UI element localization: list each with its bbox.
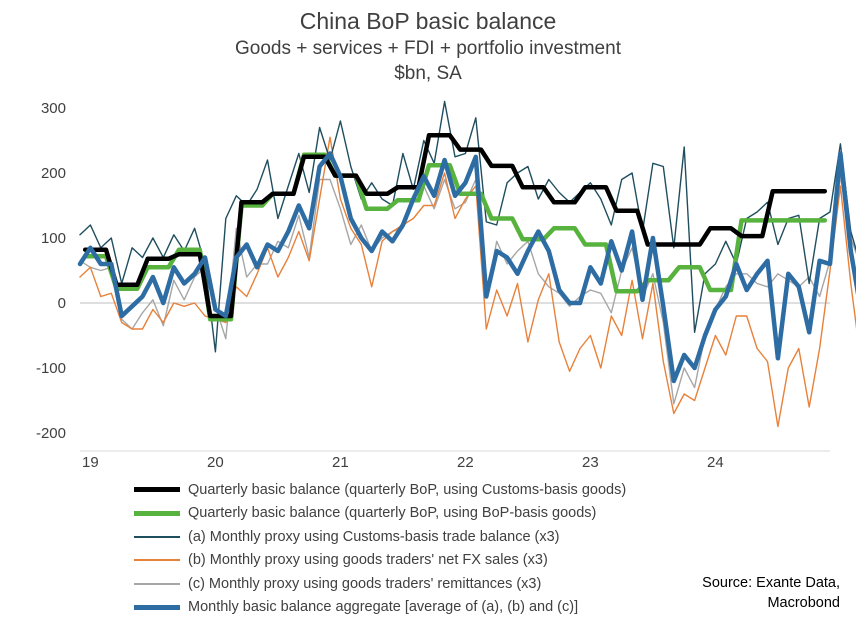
legend-label: (b) Monthly proxy using goods traders' n… bbox=[188, 552, 548, 568]
legend-item: Quarterly basic balance (quarterly BoP, … bbox=[134, 478, 626, 502]
legend-swatch bbox=[134, 536, 180, 538]
y-tick-label: 0 bbox=[58, 295, 66, 312]
legend-swatch bbox=[134, 487, 180, 492]
legend-item: (a) Monthly proxy using Customs-basis tr… bbox=[134, 525, 626, 549]
legend-label: (a) Monthly proxy using Customs-basis tr… bbox=[188, 529, 560, 545]
series-line bbox=[85, 155, 825, 319]
y-axis: 300 200 100 0 -100 -200 bbox=[36, 100, 66, 442]
source-line: Source: Exante Data, bbox=[702, 573, 840, 593]
legend-swatch bbox=[134, 605, 180, 610]
legend-item: Monthly basic balance aggregate [average… bbox=[134, 596, 626, 619]
legend-item: (b) Monthly proxy using goods traders' n… bbox=[134, 549, 626, 573]
source-line: Macrobond bbox=[702, 593, 840, 613]
y-tick-label: -100 bbox=[36, 360, 66, 377]
x-axis: 19 20 21 22 23 24 bbox=[80, 303, 830, 471]
y-tick-label: 100 bbox=[41, 230, 66, 247]
legend-label: (c) Monthly proxy using goods traders' r… bbox=[188, 576, 541, 592]
legend-swatch bbox=[134, 559, 180, 561]
y-tick-label: 300 bbox=[41, 100, 66, 117]
legend-item: (c) Monthly proxy using goods traders' r… bbox=[134, 572, 626, 596]
series-line bbox=[80, 154, 856, 382]
x-tick-label: 23 bbox=[582, 454, 599, 471]
legend-label: Monthly basic balance aggregate [average… bbox=[188, 599, 578, 615]
source-note: Source: Exante Data, Macrobond bbox=[702, 573, 840, 613]
legend-item: Quarterly basic balance (quarterly BoP, … bbox=[134, 502, 626, 526]
x-tick-label: 24 bbox=[707, 454, 724, 471]
x-tick-label: 21 bbox=[332, 454, 349, 471]
legend-label: Quarterly basic balance (quarterly BoP, … bbox=[188, 505, 596, 521]
x-tick-label: 19 bbox=[82, 454, 99, 471]
legend-swatch bbox=[134, 511, 180, 516]
chart-plot: 300 200 100 0 -100 -200 19 20 21 22 23 24 bbox=[0, 0, 856, 480]
y-tick-label: -200 bbox=[36, 425, 66, 442]
x-tick-label: 20 bbox=[207, 454, 224, 471]
legend-label: Quarterly basic balance (quarterly BoP, … bbox=[188, 482, 626, 498]
legend-swatch bbox=[134, 583, 180, 585]
series-layer bbox=[80, 102, 856, 427]
x-tick-label: 22 bbox=[457, 454, 474, 471]
series-line bbox=[80, 176, 856, 403]
legend: Quarterly basic balance (quarterly BoP, … bbox=[134, 478, 626, 619]
y-tick-label: 200 bbox=[41, 165, 66, 182]
